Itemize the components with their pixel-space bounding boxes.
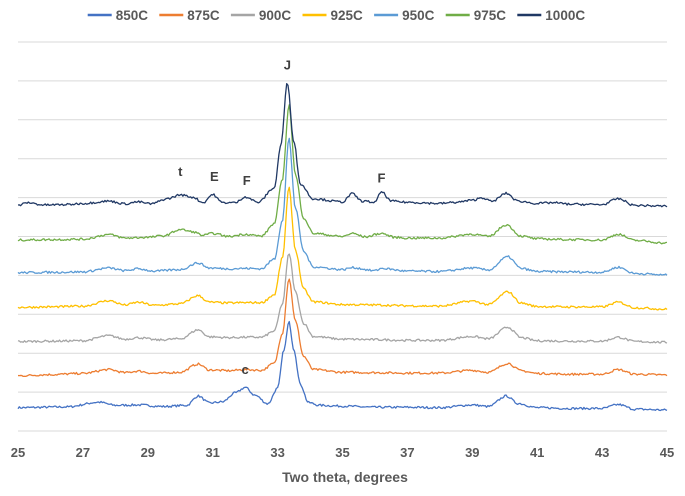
legend-label: 850C (116, 8, 149, 23)
x-tick-label: 27 (76, 445, 90, 460)
peak-label: E (210, 169, 219, 184)
peak-label: t (178, 164, 183, 179)
legend-label: 900C (259, 8, 292, 23)
series-line-875c (17, 278, 668, 378)
x-tick-label: 43 (595, 445, 609, 460)
legend-label: 925C (331, 8, 364, 23)
series-line-925c (17, 186, 668, 311)
series-lines (17, 83, 668, 412)
x-tick-label: 45 (660, 445, 674, 460)
legend-label: 875C (187, 8, 220, 23)
peak-label: F (243, 173, 251, 188)
x-tick-label: 39 (465, 445, 479, 460)
peak-labels: c t E F J F (178, 58, 385, 378)
x-axis-ticks: 25 27 29 31 33 35 37 39 41 43 45 (11, 445, 674, 460)
legend-label: 975C (474, 8, 507, 23)
x-tick-label: 35 (335, 445, 349, 460)
series-line-1000c (17, 83, 668, 208)
series-line-850c (17, 320, 668, 412)
x-tick-label: 33 (270, 445, 284, 460)
legend-label: 950C (402, 8, 435, 23)
legend: 850C 875C 900C 925C 950C 975C 1000C (87, 8, 585, 23)
x-axis-label: Two theta, degrees (282, 469, 408, 485)
x-tick-label: 41 (530, 445, 544, 460)
peak-label: J (284, 58, 291, 73)
x-tick-label: 37 (400, 445, 414, 460)
peak-label: c (242, 362, 249, 377)
legend-label: 1000C (545, 8, 585, 23)
peak-label: F (377, 170, 385, 185)
series-line-950c (17, 137, 668, 276)
x-tick-label: 29 (141, 445, 155, 460)
x-tick-label: 31 (205, 445, 219, 460)
x-tick-label: 25 (11, 445, 25, 460)
series-line-975c (17, 104, 668, 245)
series-line-900c (17, 253, 668, 344)
